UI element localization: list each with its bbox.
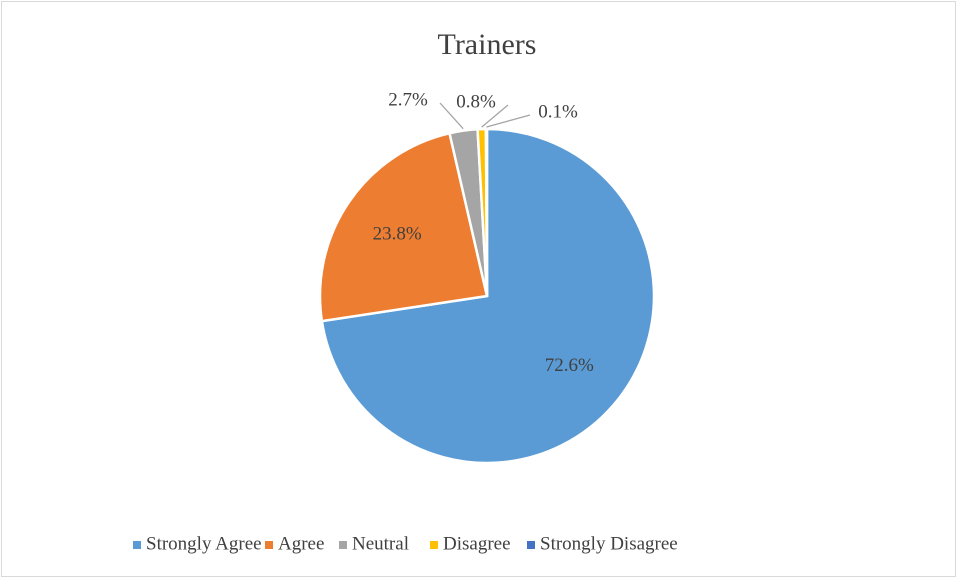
data-label: 23.8% — [373, 223, 422, 244]
data-label: 0.8% — [456, 91, 496, 112]
legend-swatch — [339, 541, 347, 549]
legend-swatch — [133, 541, 141, 549]
leader-line — [481, 104, 509, 128]
legend-swatch — [527, 541, 535, 549]
legend-label: Strongly Agree — [146, 533, 262, 554]
legend-label: Neutral — [352, 533, 409, 554]
legend-label: Disagree — [443, 533, 511, 554]
pie-slice — [484, 127, 489, 297]
pie-slice — [318, 131, 489, 323]
chart-title: Trainers — [438, 28, 537, 61]
legend-label: Strongly Disagree — [540, 533, 678, 554]
leader-line — [486, 114, 531, 128]
legend-swatch — [265, 541, 273, 549]
data-label: 2.7% — [388, 89, 428, 110]
data-label: 0.1% — [538, 101, 578, 122]
legend-swatch — [430, 541, 438, 549]
leader-line — [439, 102, 464, 130]
data-label: 72.6% — [545, 355, 594, 376]
legend-label: Agree — [278, 533, 324, 554]
